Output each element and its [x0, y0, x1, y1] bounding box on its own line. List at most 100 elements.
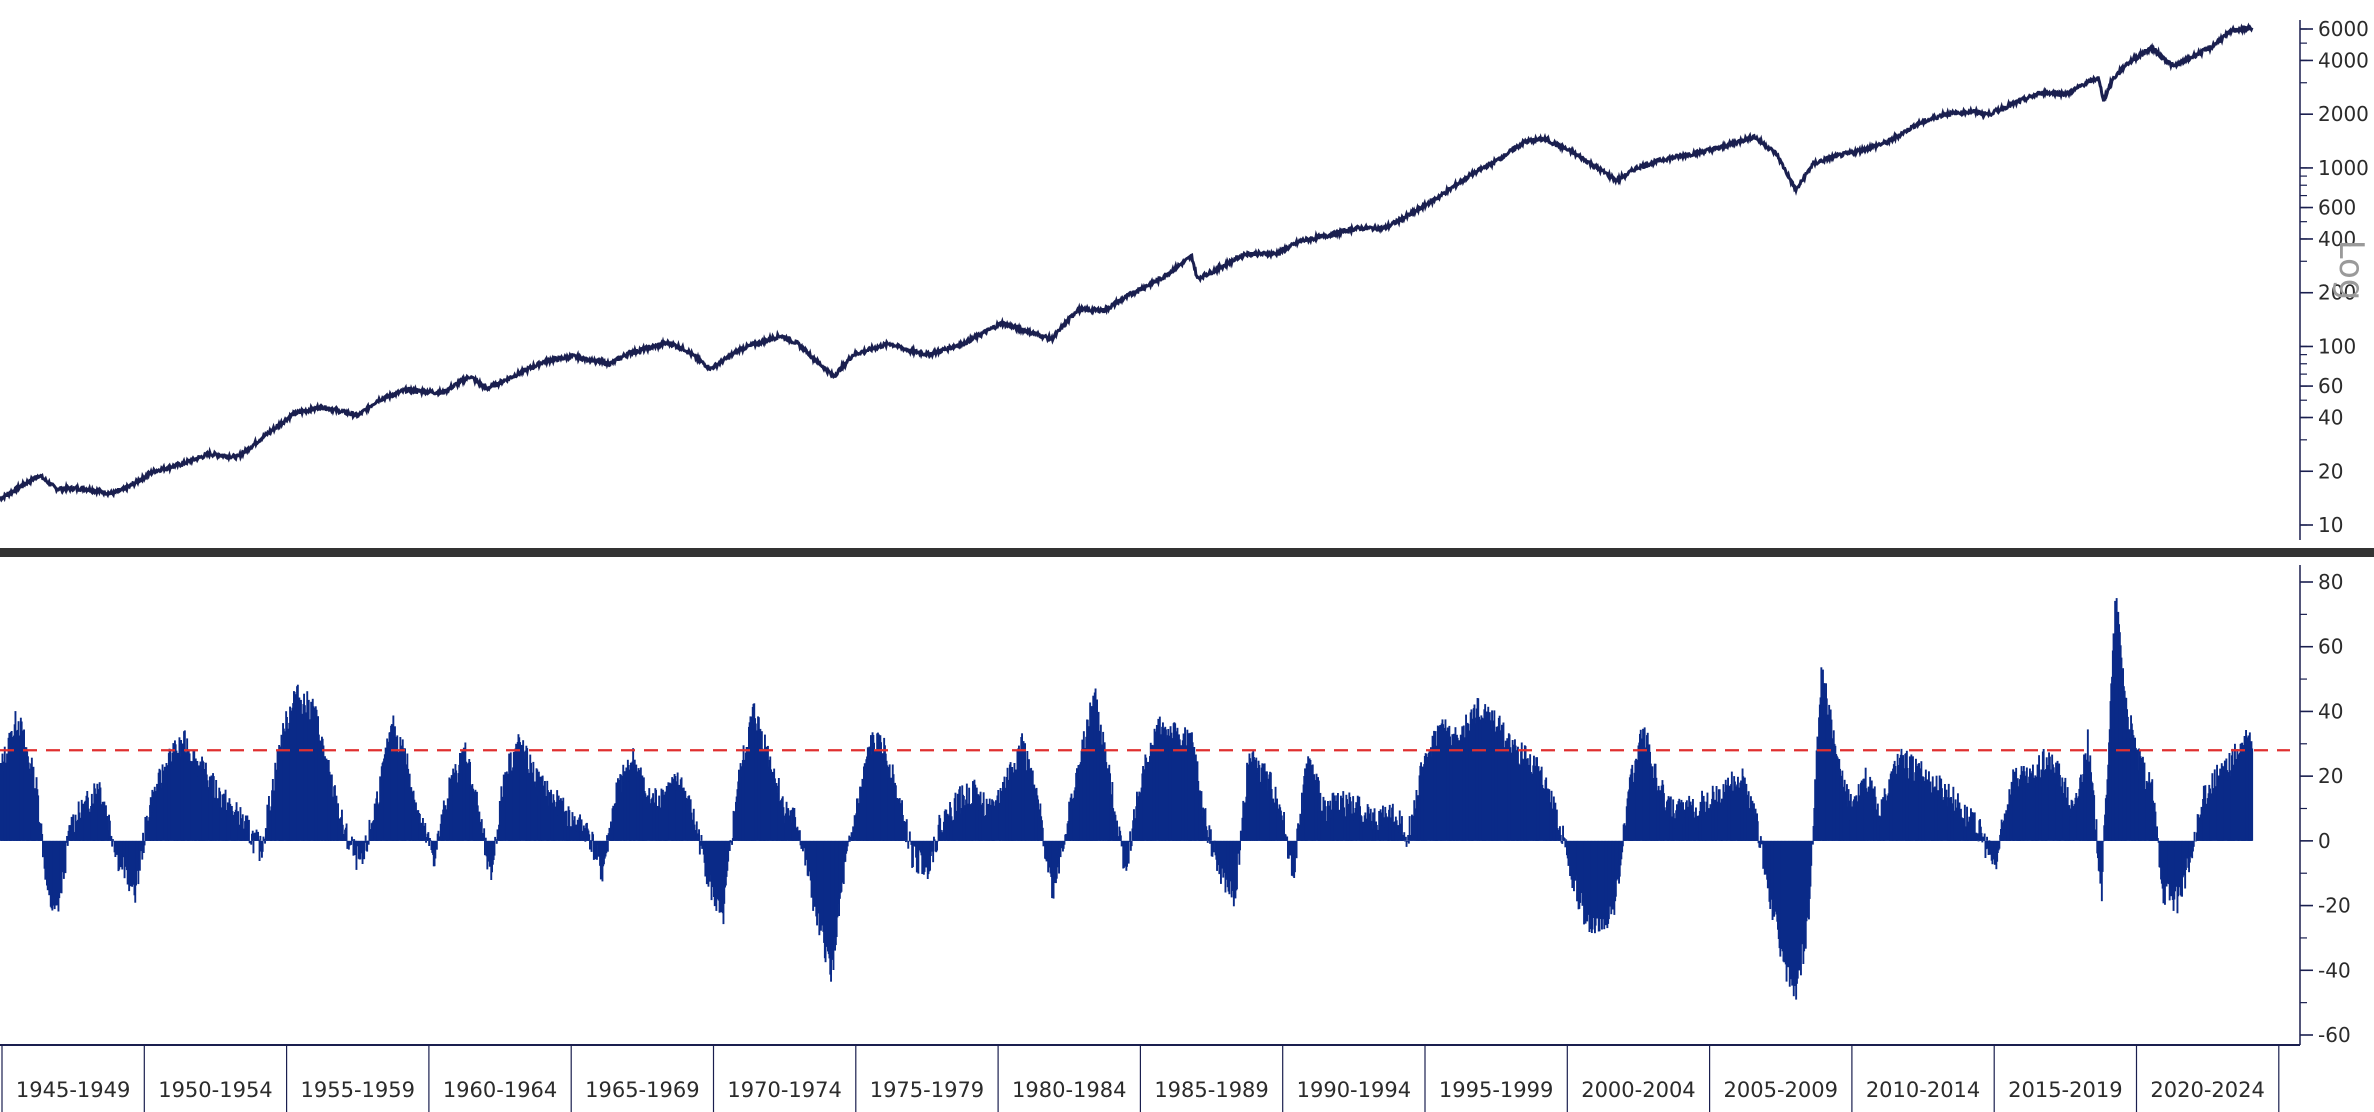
oscillator-bar — [1206, 830, 1208, 841]
oscillator-bar — [70, 816, 73, 841]
oscillator-bar — [112, 839, 114, 841]
oscillator-bar — [576, 819, 579, 841]
oscillator-bar — [1209, 840, 1211, 844]
period-label: 1965-1969 — [585, 1078, 699, 1102]
oscillator-bar — [1621, 840, 1624, 847]
oscillator-bar — [1557, 829, 1560, 841]
period-label: 1950-1954 — [158, 1078, 272, 1102]
oscillator-bar — [484, 840, 486, 856]
oscillator-bar — [364, 835, 367, 841]
oscillator-tick-label: 40 — [2318, 699, 2343, 723]
oscillator-bar — [2195, 840, 2197, 842]
oscillator-bar — [425, 840, 427, 843]
oscillator-bar — [568, 810, 571, 841]
period-label: 1980-1984 — [1012, 1078, 1126, 1102]
oscillator-bar — [1126, 840, 1128, 867]
oscillator-bar — [351, 839, 354, 841]
oscillator-bar — [38, 822, 41, 841]
oscillator-bar — [698, 829, 700, 841]
oscillator-bar — [1983, 833, 1986, 841]
oscillator-bar — [252, 840, 255, 854]
oscillator-bar — [606, 840, 609, 852]
oscillator-bar — [1062, 840, 1065, 849]
oscillator-bar — [37, 795, 40, 841]
oscillator-bar — [592, 834, 594, 841]
oscillator-bar — [65, 840, 68, 843]
oscillator-bar — [583, 828, 586, 841]
oscillator-bar — [592, 840, 595, 860]
oscillator-bar — [2251, 748, 2254, 841]
period-label: 1975-1979 — [870, 1078, 984, 1102]
oscillator-bar — [2189, 840, 2192, 857]
price-tick-label: 1000 — [2318, 156, 2369, 180]
oscillator-bar — [1980, 832, 1983, 841]
oscillator-bar — [1238, 840, 1241, 865]
oscillator-bar — [594, 840, 597, 860]
price-tick-label: 200 — [2318, 281, 2356, 305]
oscillator-bar — [727, 840, 730, 862]
oscillator-bar — [2154, 811, 2157, 841]
oscillator-bar — [41, 834, 44, 841]
oscillator-bar — [936, 840, 938, 851]
oscillator-bar — [560, 798, 562, 841]
oscillator-bar — [1760, 840, 1763, 845]
oscillator-axis: -60 -40 -20 0 20 40 60 80 — [2299, 565, 2351, 1047]
panel-divider[interactable] — [0, 548, 2374, 557]
oscillator-bar — [363, 840, 366, 860]
oscillator-bar — [263, 838, 266, 841]
oscillator-bar — [363, 840, 366, 843]
oscillator-bar — [1059, 840, 1062, 858]
price-tick-label: 20 — [2318, 459, 2343, 483]
oscillator-bar — [580, 819, 583, 841]
oscillator-bar — [901, 815, 904, 841]
oscillator-bar — [1561, 840, 1564, 844]
oscillator-bar — [486, 840, 489, 870]
oscillator-bar — [1401, 834, 1404, 841]
oscillator-bar — [1200, 791, 1203, 841]
oscillator-bar — [248, 819, 250, 841]
oscillator-bar — [1352, 796, 1355, 841]
oscillator-bar — [1208, 825, 1211, 841]
oscillator-bar — [940, 829, 942, 841]
period-label: 1970-1974 — [727, 1078, 841, 1102]
oscillator-bar — [1206, 840, 1209, 843]
oscillator-bar — [1128, 840, 1131, 842]
oscillator-bars — [0, 598, 2254, 1000]
price-tick-label: 400 — [2318, 227, 2356, 251]
oscillator-bar — [1127, 840, 1130, 864]
period-label: 2010-2014 — [1866, 1078, 1980, 1102]
oscillator-bar — [571, 812, 574, 841]
log-scale-label: Log — [2331, 240, 2371, 301]
period-label: 2020-2024 — [2150, 1078, 2264, 1102]
oscillator-bar — [480, 819, 483, 841]
oscillator-bar — [701, 840, 704, 849]
oscillator-tick-label: 20 — [2318, 764, 2343, 788]
oscillator-bar — [143, 840, 146, 846]
oscillator-bar — [936, 840, 939, 842]
period-label: 2005-2009 — [1724, 1078, 1838, 1102]
oscillator-bar — [846, 840, 849, 847]
period-label: 2000-2004 — [1581, 1078, 1695, 1102]
price-tick-label: 600 — [2318, 196, 2356, 220]
oscillator-bar — [1407, 840, 1410, 844]
oscillator-bar — [584, 840, 587, 842]
price-tick-label: 4000 — [2318, 48, 2369, 72]
oscillator-bar — [368, 819, 371, 841]
oscillator-bar — [2101, 840, 2104, 872]
oscillator-bar — [1404, 836, 1407, 841]
oscillator-bar — [355, 840, 358, 870]
period-label: 1960-1964 — [443, 1078, 557, 1102]
price-tick-label: 100 — [2318, 334, 2356, 358]
oscillator-bar — [1552, 796, 1555, 841]
oscillator-bar — [434, 840, 437, 859]
oscillator-bar — [1682, 802, 1684, 841]
oscillator-bar — [698, 840, 701, 855]
oscillator-bar — [1042, 840, 1045, 847]
oscillator-bar — [800, 840, 803, 849]
oscillator-bar — [483, 828, 486, 841]
oscillator-bar — [700, 835, 703, 841]
oscillator-tick-label: 0 — [2318, 829, 2331, 853]
oscillator-bar — [959, 786, 961, 841]
oscillator-bar — [1975, 832, 1978, 841]
oscillator-bar — [848, 835, 851, 841]
